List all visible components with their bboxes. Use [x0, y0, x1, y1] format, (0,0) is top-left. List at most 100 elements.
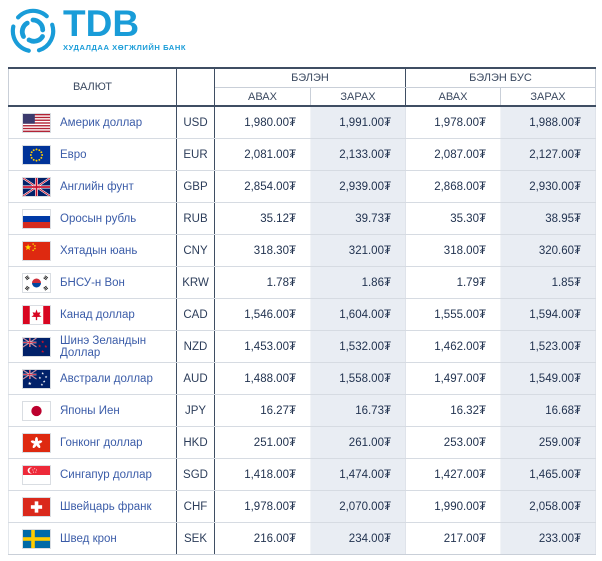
currency-code: KRW [176, 266, 215, 299]
ru-flag-icon [23, 209, 50, 228]
currency-row: Сингапур доллар SGD 1,418.00₮ 1,474.00₮ … [8, 458, 597, 491]
noncash-sell-header: ЗАРАХ [499, 87, 597, 106]
cash-buy-rate: 35.12₮ [214, 202, 311, 235]
noncash-buy-rate: 1,462.00₮ [405, 330, 501, 363]
currency-name: БНСУ-н Вон [60, 276, 125, 289]
gb-flag-icon [23, 177, 50, 196]
noncash-buy-rate: 318.00₮ [405, 234, 501, 267]
currency-name: Швед крон [60, 532, 117, 545]
tdb-exchange-rates-page: { "logo": { "text": "TDB", "tagline": "Х… [0, 3, 602, 561]
tdb-logo[interactable]: TDB ХУДАЛДАА ХӨГЖЛИЙН БАНК [10, 3, 190, 59]
cash-sell-rate: 1,532.00₮ [310, 330, 406, 363]
currency-name: Канад доллар [60, 308, 135, 321]
currency-name: Английн фунт [60, 180, 134, 193]
cash-buy-rate: 16.27₮ [214, 394, 311, 427]
noncash-sell-rate: 2,058.00₮ [499, 490, 597, 523]
noncash-sell-rate: 233.00₮ [499, 522, 597, 555]
noncash-buy-rate: 35.30₮ [405, 202, 501, 235]
noncash-buy-rate: 1.79₮ [405, 266, 501, 299]
cash-sell-rate: 1.86₮ [310, 266, 406, 299]
cash-sell-rate: 16.73₮ [310, 394, 406, 427]
currency-row: Шинэ Зеландын Доллар NZD 1,453.00₮ 1,532… [8, 330, 597, 363]
currency-row: Гонконг доллар HKD 251.00₮ 261.00₮ 253.0… [8, 426, 597, 459]
noncash-sell-rate: 2,930.00₮ [499, 170, 597, 203]
noncash-sell-rate: 38.95₮ [499, 202, 597, 235]
cash-group-header: БЭЛЭН [214, 68, 406, 88]
cash-buy-rate: 251.00₮ [214, 426, 311, 459]
noncash-group-header: БЭЛЭН БУС [404, 68, 597, 88]
noncash-sell-rate: 1,988.00₮ [499, 106, 597, 139]
cash-sell-rate: 234.00₮ [310, 522, 406, 555]
cash-buy-header: АВАХ [214, 87, 311, 106]
cash-sell-rate: 39.73₮ [310, 202, 406, 235]
currency-row: Америк доллар USD 1,980.00₮ 1,991.00₮ 1,… [8, 106, 597, 139]
cash-sell-rate: 1,991.00₮ [310, 106, 406, 139]
cash-sell-rate: 2,939.00₮ [310, 170, 406, 203]
tdb-logo-text: TDB [63, 3, 140, 44]
sg-flag-icon [23, 465, 50, 484]
currency-code: NZD [176, 330, 215, 363]
us-flag-icon [23, 113, 50, 132]
rates-table-body: Америк доллар USD 1,980.00₮ 1,991.00₮ 1,… [8, 106, 597, 555]
cash-buy-rate: 1,546.00₮ [214, 298, 311, 331]
noncash-sell-rate: 1,594.00₮ [499, 298, 597, 331]
currency-name: Австрали доллар [60, 372, 153, 385]
currency-row: Канад доллар CAD 1,546.00₮ 1,604.00₮ 1,5… [8, 298, 597, 331]
cash-buy-rate: 318.30₮ [214, 234, 311, 267]
currency-name: Японы Иен [60, 404, 120, 417]
noncash-buy-rate: 2,087.00₮ [405, 138, 501, 171]
cash-buy-rate: 1,418.00₮ [214, 458, 311, 491]
ca-flag-icon [23, 305, 50, 324]
cn-flag-icon [23, 241, 50, 260]
tdb-swirl-icon [10, 8, 56, 59]
currency-row: Евро EUR 2,081.00₮ 2,133.00₮ 2,087.00₮ 2… [8, 138, 597, 171]
currency-row: Швейцарь франк CHF 1,978.00₮ 2,070.00₮ 1… [8, 490, 597, 523]
cash-sell-rate: 2,133.00₮ [310, 138, 406, 171]
currency-code: JPY [176, 394, 215, 427]
noncash-sell-rate: 320.60₮ [499, 234, 597, 267]
cash-sell-rate: 321.00₮ [310, 234, 406, 267]
cash-buy-rate: 1,488.00₮ [214, 362, 311, 395]
kr-flag-icon [23, 273, 50, 292]
hk-flag-icon [23, 433, 50, 452]
tdb-logo-tagline: ХУДАЛДАА ХӨГЖЛИЙН БАНК [63, 43, 187, 52]
noncash-sell-rate: 1,549.00₮ [499, 362, 597, 395]
noncash-buy-rate: 217.00₮ [405, 522, 501, 555]
noncash-buy-rate: 253.00₮ [405, 426, 501, 459]
cash-buy-rate: 1,453.00₮ [214, 330, 311, 363]
cash-sell-rate: 261.00₮ [310, 426, 406, 459]
au-flag-icon [23, 369, 50, 388]
currency-code: GBP [176, 170, 215, 203]
ch-flag-icon [23, 497, 50, 516]
currency-code: CHF [176, 490, 215, 523]
currency-row: Оросын рубль RUB 35.12₮ 39.73₮ 35.30₮ 38… [8, 202, 597, 235]
noncash-buy-rate: 1,990.00₮ [405, 490, 501, 523]
noncash-buy-rate: 16.32₮ [405, 394, 501, 427]
noncash-buy-rate: 1,427.00₮ [405, 458, 501, 491]
currency-code: CAD [176, 298, 215, 331]
currency-code: RUB [176, 202, 215, 235]
noncash-sell-rate: 2,127.00₮ [499, 138, 597, 171]
currency-name: Гонконг доллар [60, 436, 143, 449]
currency-code: HKD [176, 426, 215, 459]
currency-code: SGD [176, 458, 215, 491]
noncash-sell-rate: 16.68₮ [499, 394, 597, 427]
noncash-buy-rate: 1,555.00₮ [405, 298, 501, 331]
currency-name: Швейцарь франк [60, 500, 152, 513]
nz-flag-icon [23, 337, 50, 356]
currency-code: EUR [176, 138, 215, 171]
cash-sell-rate: 1,474.00₮ [310, 458, 406, 491]
currency-name: Шинэ Зеландын Доллар [60, 334, 147, 359]
jp-flag-icon [23, 401, 50, 420]
cash-buy-rate: 2,854.00₮ [214, 170, 311, 203]
noncash-sell-rate: 1,465.00₮ [499, 458, 597, 491]
noncash-sell-rate: 1,523.00₮ [499, 330, 597, 363]
currency-name: Оросын рубль [60, 212, 137, 225]
currency-row: Хятадын юань CNY 318.30₮ 321.00₮ 318.00₮… [8, 234, 597, 267]
cash-sell-rate: 1,558.00₮ [310, 362, 406, 395]
noncash-buy-header: АВАХ [405, 87, 501, 106]
noncash-buy-rate: 1,497.00₮ [405, 362, 501, 395]
currency-name: Хятадын юань [60, 244, 138, 257]
cash-buy-rate: 2,081.00₮ [214, 138, 311, 171]
cash-buy-rate: 1.78₮ [214, 266, 311, 299]
